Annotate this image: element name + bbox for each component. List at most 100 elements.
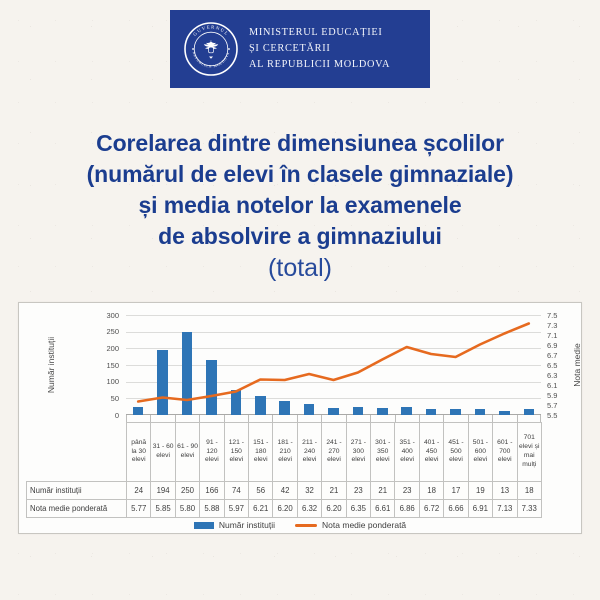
category-header-cell: 351 - 400 elevi bbox=[394, 422, 420, 482]
ministry-name-line2: ȘI CERCETĂRII bbox=[249, 43, 331, 55]
bar bbox=[523, 409, 535, 415]
bar bbox=[328, 408, 339, 415]
ministry-name: MINISTERUL EDUCAȚIEI ȘI CERCETĂRII AL RE… bbox=[249, 25, 390, 73]
table-cell: 74 bbox=[223, 481, 250, 500]
data-table: până la 30 elevi 31 - 60 elevi 61 - 90 ele… bbox=[26, 422, 542, 518]
x-tick bbox=[174, 415, 176, 422]
ministry-name-line1: MINISTERUL EDUCAȚIEI bbox=[249, 27, 383, 39]
right-axis-tick-label: 6.1 bbox=[547, 380, 558, 390]
table-cell: 13 bbox=[492, 481, 518, 500]
table-cell: 194 bbox=[150, 481, 176, 500]
category-header-cell: 301 - 350 elevi bbox=[370, 422, 396, 482]
table-cell: 5.88 bbox=[199, 499, 225, 518]
left-axis-tick-label: 300 bbox=[106, 310, 119, 320]
svg-text:REPUBLICII MOLDOVA: REPUBLICII MOLDOVA bbox=[192, 51, 231, 68]
table-row-label: Număr instituții bbox=[26, 481, 127, 500]
category-header-cell: 501 - 600 elevi bbox=[467, 422, 494, 482]
gridline bbox=[126, 331, 541, 333]
table-cell: 5.97 bbox=[223, 499, 250, 518]
bar bbox=[377, 408, 388, 415]
right-axis-tick-label: 7.3 bbox=[547, 320, 558, 330]
eagle-emblem bbox=[203, 40, 219, 59]
table-cell: 6.72 bbox=[418, 499, 445, 518]
legend-label-line: Nota medie ponderată bbox=[322, 520, 407, 530]
bar bbox=[401, 407, 412, 415]
table-cell: 18 bbox=[516, 481, 542, 500]
x-tick bbox=[467, 415, 469, 422]
category-header-cell: 211 - 240 elevi bbox=[296, 422, 323, 482]
right-axis-tick-label: 7.5 bbox=[547, 310, 558, 320]
gridline bbox=[126, 348, 541, 350]
table-cell: 6.20 bbox=[272, 499, 298, 518]
title-line1: Corelarea dintre dimensiunea școlilor bbox=[96, 130, 504, 156]
left-axis-tick-label: 150 bbox=[106, 360, 119, 370]
table-cell: 7.13 bbox=[492, 499, 518, 518]
legend-label-bars: Număr instituții bbox=[218, 520, 276, 530]
table-cell: 250 bbox=[174, 481, 201, 500]
x-tick bbox=[150, 415, 152, 422]
table-row: Nota medie ponderată 5.77 5.85 5.80 5.88 5.97… bbox=[26, 499, 542, 518]
x-tick bbox=[199, 415, 201, 422]
table-cell: 23 bbox=[394, 481, 420, 500]
category-header-cell: 401 - 450 elevi bbox=[418, 422, 445, 482]
bar bbox=[425, 409, 437, 415]
category-header-cell: 601 - 700 elevi bbox=[492, 422, 518, 482]
gridline bbox=[126, 315, 541, 316]
x-tick bbox=[248, 415, 250, 422]
category-header-cell: 181 - 210 elevi bbox=[272, 422, 298, 482]
category-header-cell: 61 - 90 elevi bbox=[174, 422, 201, 482]
bar bbox=[255, 396, 266, 415]
bar bbox=[279, 401, 290, 415]
table-cell: 5.80 bbox=[174, 499, 201, 518]
right-axis-tick-label: 7.1 bbox=[547, 330, 558, 340]
table-cell: 23 bbox=[345, 481, 372, 500]
table-cell: 18 bbox=[418, 481, 445, 500]
table-header-row: până la 30 elevi 31 - 60 elevi 61 - 90 ele… bbox=[27, 422, 542, 482]
chart-legend: Număr instituții Nota medie ponderată bbox=[19, 518, 581, 532]
x-tick bbox=[492, 415, 494, 422]
right-axis-tick-label: 6.7 bbox=[547, 350, 558, 360]
x-tick bbox=[345, 415, 347, 422]
right-axis-tick-label: 6.3 bbox=[547, 370, 558, 380]
right-axis-tick-label: 5.5 bbox=[547, 410, 558, 420]
x-tick bbox=[321, 415, 323, 422]
x-tick bbox=[516, 415, 518, 422]
grade-line-series bbox=[136, 322, 531, 403]
category-header-cell: 451 - 500 elevi bbox=[443, 422, 469, 482]
x-tick bbox=[418, 415, 420, 422]
x-tick bbox=[540, 415, 541, 422]
ministry-name-line3: AL REPUBLICII MOLDOVA bbox=[249, 58, 391, 70]
x-tick bbox=[296, 415, 298, 422]
chart-panel: Număr instituții Nota medie 300 250 200 150… bbox=[18, 302, 582, 534]
bar bbox=[206, 359, 217, 415]
left-axis-tick-label: 50 bbox=[110, 393, 119, 403]
x-axis-ticks bbox=[126, 415, 541, 422]
left-axis-tick-label: 250 bbox=[106, 327, 119, 337]
table-cell: 5.85 bbox=[150, 499, 176, 518]
legend-item-line: Nota medie ponderată bbox=[295, 520, 406, 530]
table-cell: 24 bbox=[125, 481, 152, 500]
table-corner-cell bbox=[27, 423, 127, 482]
page-title: Corelarea dintre dimensiunea școlilor (n… bbox=[0, 128, 600, 252]
x-tick bbox=[272, 415, 274, 422]
left-axis-tick-label: 100 bbox=[106, 377, 119, 387]
table-cell: 6.91 bbox=[467, 499, 494, 518]
bar bbox=[132, 407, 144, 415]
bar-series-swatch-icon bbox=[193, 521, 214, 529]
moldova-state-seal-icon: GUVERNUL REPUBLICII MOLDOVA bbox=[184, 22, 238, 76]
bar bbox=[499, 410, 510, 415]
table-cell: 42 bbox=[272, 481, 298, 500]
table-cell: 166 bbox=[199, 481, 225, 500]
category-header-cell: 271 - 300 elevi bbox=[345, 422, 372, 482]
table-cell: 6.21 bbox=[248, 499, 274, 518]
title-line4: de absolvire a gimnaziului bbox=[158, 223, 442, 249]
x-tick bbox=[394, 415, 396, 422]
line-series-swatch-icon bbox=[295, 523, 318, 527]
table-cell: 21 bbox=[321, 481, 347, 500]
category-header-cell: 151 - 180 elevi bbox=[248, 422, 274, 482]
left-axis-tick-label: 200 bbox=[106, 343, 119, 353]
category-header-cell: până la 30 elevi bbox=[125, 422, 152, 482]
table-cell: 32 bbox=[296, 481, 323, 500]
table-cell: 21 bbox=[370, 481, 396, 500]
left-axis-tick-label: 0 bbox=[114, 410, 119, 420]
